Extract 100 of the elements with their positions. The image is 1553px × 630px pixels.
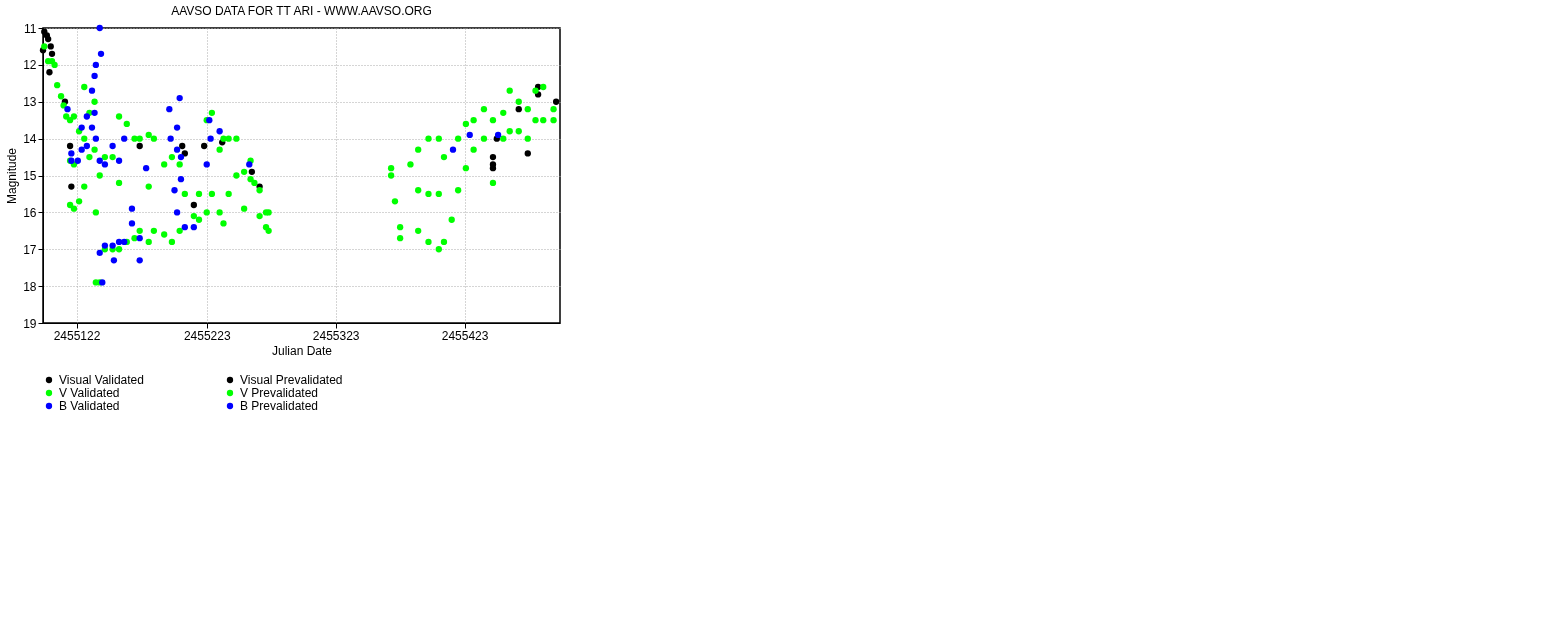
point bbox=[489, 179, 497, 187]
point bbox=[66, 142, 74, 150]
point bbox=[489, 117, 497, 124]
point bbox=[173, 209, 181, 216]
point bbox=[201, 142, 208, 150]
point bbox=[171, 187, 178, 194]
point bbox=[494, 131, 502, 139]
point bbox=[190, 201, 198, 209]
point bbox=[524, 135, 531, 142]
x-tick-label: 2455223 bbox=[183, 328, 231, 343]
y-tick-label: 14 bbox=[23, 132, 37, 147]
point bbox=[115, 238, 123, 246]
legend-label: B Validated bbox=[59, 399, 120, 413]
point bbox=[396, 223, 404, 231]
x-axis-title: Julian Date bbox=[271, 343, 333, 358]
point bbox=[454, 187, 462, 194]
point bbox=[88, 87, 96, 94]
point bbox=[96, 24, 103, 32]
point bbox=[173, 124, 181, 131]
y-tick-label: 11 bbox=[24, 21, 37, 36]
point bbox=[425, 135, 432, 142]
x-tick-label: 2455122 bbox=[53, 328, 101, 343]
point bbox=[92, 61, 100, 69]
y-tick-label: 15 bbox=[23, 169, 37, 183]
y-tick-label: 13 bbox=[23, 95, 37, 110]
point bbox=[515, 98, 522, 105]
point bbox=[524, 150, 531, 157]
point bbox=[68, 150, 75, 157]
x-tick-label: 2455323 bbox=[312, 328, 360, 343]
point bbox=[207, 135, 214, 142]
y-tick-label: 17 bbox=[23, 242, 37, 257]
point bbox=[68, 183, 75, 190]
y-tick-label: 18 bbox=[23, 279, 37, 294]
point bbox=[177, 153, 185, 161]
point bbox=[396, 235, 404, 242]
point bbox=[480, 105, 488, 113]
point bbox=[109, 242, 116, 249]
point bbox=[435, 135, 442, 142]
legend-label: Visual Prevalidated bbox=[240, 373, 343, 387]
point bbox=[489, 153, 497, 161]
point bbox=[552, 98, 560, 105]
point bbox=[136, 235, 143, 242]
point bbox=[128, 205, 136, 212]
point bbox=[480, 135, 488, 142]
point bbox=[515, 105, 522, 113]
point bbox=[176, 94, 183, 102]
point bbox=[48, 50, 56, 57]
point bbox=[181, 223, 188, 231]
point bbox=[166, 105, 173, 113]
point bbox=[110, 257, 118, 264]
point bbox=[524, 105, 531, 113]
point bbox=[78, 146, 85, 153]
point bbox=[47, 43, 54, 50]
point bbox=[83, 142, 90, 150]
point bbox=[506, 87, 513, 94]
point bbox=[136, 257, 143, 264]
point bbox=[88, 124, 96, 131]
point bbox=[96, 249, 103, 257]
point bbox=[190, 223, 198, 231]
point bbox=[45, 35, 52, 43]
point bbox=[448, 216, 455, 223]
point bbox=[425, 238, 432, 246]
y-tick-label: 19 bbox=[23, 316, 37, 331]
point bbox=[136, 142, 143, 150]
point bbox=[91, 72, 98, 80]
point bbox=[179, 142, 186, 150]
point bbox=[435, 246, 442, 253]
point bbox=[440, 238, 448, 246]
point bbox=[470, 146, 477, 153]
point bbox=[74, 157, 81, 164]
point bbox=[462, 120, 470, 128]
point bbox=[407, 161, 414, 168]
point bbox=[387, 172, 395, 179]
point bbox=[532, 87, 539, 94]
point bbox=[203, 161, 210, 168]
point bbox=[440, 153, 448, 161]
point bbox=[101, 242, 109, 249]
point bbox=[500, 109, 507, 116]
point bbox=[506, 128, 513, 135]
point bbox=[97, 50, 105, 57]
point bbox=[83, 113, 90, 120]
point bbox=[540, 83, 547, 91]
point bbox=[142, 164, 150, 172]
point bbox=[454, 135, 462, 142]
point bbox=[550, 117, 557, 124]
legend-label: Visual Validated bbox=[59, 373, 144, 387]
point bbox=[532, 117, 539, 124]
point bbox=[92, 135, 100, 142]
point bbox=[500, 135, 507, 142]
point bbox=[109, 142, 116, 150]
point bbox=[540, 117, 547, 124]
point bbox=[415, 146, 422, 153]
point bbox=[64, 105, 71, 113]
point bbox=[462, 164, 470, 172]
point bbox=[425, 190, 432, 198]
legend-label: B Prevalidated bbox=[240, 399, 319, 413]
point bbox=[391, 198, 399, 205]
point bbox=[449, 146, 457, 153]
chart-title: AAVSO DATA FOR TT ARI - WWW.AAVSO.ORG bbox=[171, 4, 432, 18]
point bbox=[435, 190, 442, 198]
